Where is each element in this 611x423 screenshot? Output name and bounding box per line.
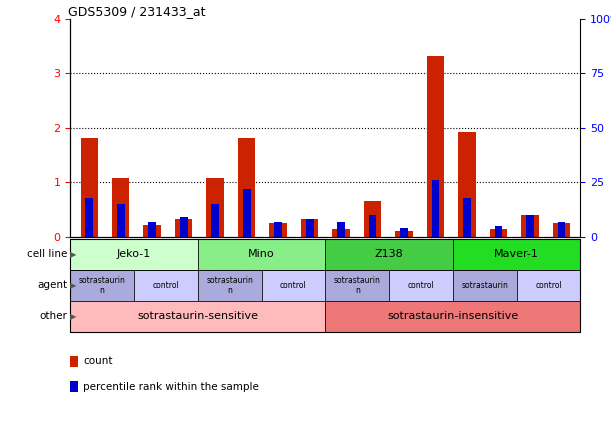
Text: Mino: Mino <box>248 250 275 259</box>
Bar <box>86 198 93 237</box>
Text: GDS5309 / 231433_at: GDS5309 / 231433_at <box>68 5 205 18</box>
Text: sotrastaurin-sensitive: sotrastaurin-sensitive <box>137 311 258 321</box>
Bar <box>368 215 376 237</box>
Text: control: control <box>280 281 307 290</box>
Text: count: count <box>83 356 112 366</box>
Bar <box>558 222 565 237</box>
Bar <box>458 132 476 237</box>
Text: ▶: ▶ <box>70 312 76 321</box>
Bar <box>332 229 349 237</box>
Bar <box>495 226 502 237</box>
Bar <box>207 178 224 237</box>
Text: sotrastaurin
n: sotrastaurin n <box>334 276 381 295</box>
Text: sotrastaurin
n: sotrastaurin n <box>207 276 253 295</box>
Bar <box>400 228 408 237</box>
Bar <box>553 223 570 237</box>
Bar <box>81 138 98 237</box>
Bar <box>301 219 318 237</box>
Text: other: other <box>39 311 67 321</box>
Bar <box>117 204 125 237</box>
Text: ▶: ▶ <box>70 281 76 290</box>
Text: Jeko-1: Jeko-1 <box>117 250 151 259</box>
Bar <box>364 201 381 237</box>
Text: cell line: cell line <box>27 250 67 259</box>
Bar <box>526 215 534 237</box>
Bar <box>427 56 444 237</box>
Bar <box>243 189 251 237</box>
Bar <box>395 231 413 237</box>
Bar <box>112 178 130 237</box>
Text: percentile rank within the sample: percentile rank within the sample <box>83 382 259 392</box>
Text: sotrastaurin: sotrastaurin <box>461 281 508 290</box>
Text: control: control <box>153 281 179 290</box>
Bar <box>148 222 156 237</box>
Bar <box>490 229 507 237</box>
Bar <box>238 138 255 237</box>
Text: control: control <box>535 281 562 290</box>
Bar <box>175 220 192 237</box>
Text: sotrastaurin
n: sotrastaurin n <box>79 276 126 295</box>
Text: ▶: ▶ <box>70 250 76 259</box>
Text: Z138: Z138 <box>375 250 403 259</box>
Bar <box>211 204 219 237</box>
Bar <box>274 222 282 237</box>
Text: control: control <box>408 281 434 290</box>
Bar <box>432 180 439 237</box>
Text: agent: agent <box>37 280 67 290</box>
Bar <box>180 217 188 237</box>
Bar <box>463 198 471 237</box>
Bar <box>269 223 287 237</box>
Bar <box>306 220 313 237</box>
Bar <box>144 225 161 237</box>
Text: Maver-1: Maver-1 <box>494 250 539 259</box>
Bar <box>337 222 345 237</box>
Text: sotrastaurin-insensitive: sotrastaurin-insensitive <box>387 311 519 321</box>
Bar <box>521 215 539 237</box>
